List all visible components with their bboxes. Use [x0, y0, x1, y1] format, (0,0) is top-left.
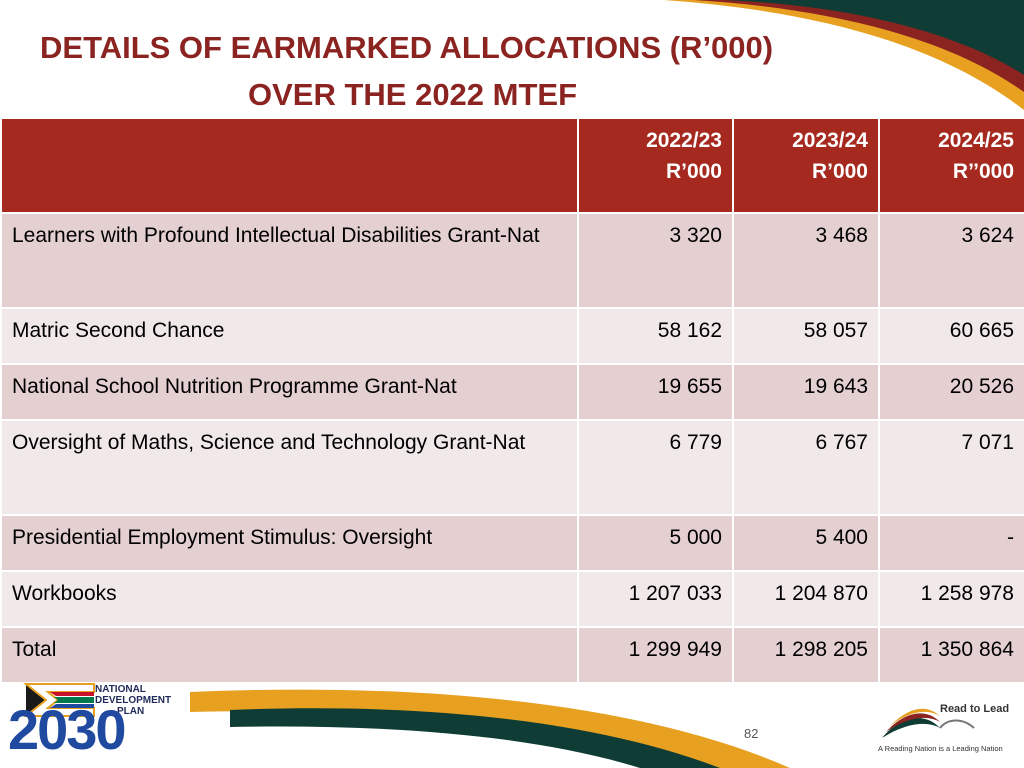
header-unit: R’000 — [811, 160, 868, 183]
header-unit: R’’000 — [952, 160, 1014, 183]
allocations-table: 2022/23 R’000 2023/24 R’000 2024/25 R’’0… — [0, 117, 1024, 684]
table-row: Oversight of Maths, Science and Technolo… — [0, 419, 1024, 516]
value-2024-25: - — [878, 514, 1024, 572]
value-2023-24: 1 204 870 — [732, 570, 880, 628]
value-2023-24: 19 643 — [732, 363, 880, 421]
value-2023-24: 1 298 205 — [732, 626, 880, 684]
value-2022-23: 5 000 — [577, 514, 734, 572]
header-unit: R’000 — [665, 160, 722, 183]
ndp-wordmark: NATIONAL DEVELOPMENT PLAN — [95, 684, 171, 717]
row-label: Matric Second Chance — [0, 307, 579, 365]
read-to-lead-tagline: A Reading Nation is a Leading Nation — [878, 744, 1003, 753]
read-to-lead-book-icon — [882, 708, 975, 738]
value-2022-23: 3 320 — [577, 212, 734, 309]
row-label: Oversight of Maths, Science and Technolo… — [0, 419, 579, 516]
value-2024-25: 3 624 — [878, 212, 1024, 309]
row-label: Presidential Employment Stimulus: Oversi… — [0, 514, 579, 572]
row-label: Workbooks — [0, 570, 579, 628]
value-2022-23: 19 655 — [577, 363, 734, 421]
table-row: Presidential Employment Stimulus: Oversi… — [0, 514, 1024, 572]
bottom-swoosh-decoration — [190, 689, 790, 768]
value-2024-25: 60 665 — [878, 307, 1024, 365]
value-2022-23: 1 207 033 — [577, 570, 734, 628]
header-year: 2023/24 — [792, 129, 868, 152]
value-2024-25: 1 258 978 — [878, 570, 1024, 628]
row-label: National School Nutrition Programme Gran… — [0, 363, 579, 421]
header-label-cell — [0, 117, 579, 214]
slide-title-line2: OVER THE 2022 MTEF — [248, 77, 578, 112]
ndp-line1: NATIONAL — [95, 684, 146, 695]
table-row-total: Total 1 299 949 1 298 205 1 350 864 — [0, 626, 1024, 684]
row-label: Total — [0, 626, 579, 684]
read-to-lead-title: Read to Lead — [940, 703, 1010, 715]
value-2022-23: 58 162 — [577, 307, 734, 365]
table-row: National School Nutrition Programme Gran… — [0, 363, 1024, 421]
table-row: Learners with Profound Intellectual Disa… — [0, 212, 1024, 309]
table-row: Workbooks 1 207 033 1 204 870 1 258 978 — [0, 570, 1024, 628]
value-2023-24: 6 767 — [732, 419, 880, 516]
value-2024-25: 7 071 — [878, 419, 1024, 516]
table-header-row: 2022/23 R’000 2023/24 R’000 2024/25 R’’0… — [0, 117, 1024, 214]
value-2024-25: 20 526 — [878, 363, 1024, 421]
header-year: 2022/23 — [646, 129, 722, 152]
page-number: 82 — [744, 726, 759, 741]
header-year: 2024/25 — [938, 129, 1014, 152]
header-2024-25: 2024/25 R’’000 — [878, 117, 1024, 214]
top-right-decoration — [664, 0, 1024, 110]
row-label: Learners with Profound Intellectual Disa… — [0, 212, 579, 309]
value-2023-24: 58 057 — [732, 307, 880, 365]
slide-title-line1: DETAILS OF EARMARKED ALLOCATIONS (R’000) — [40, 30, 774, 65]
header-2022-23: 2022/23 R’000 — [577, 117, 734, 214]
ndp-line2: DEVELOPMENT — [95, 695, 172, 706]
ndp-flag-icon — [23, 683, 95, 717]
value-2022-23: 1 299 949 — [577, 626, 734, 684]
value-2023-24: 5 400 — [732, 514, 880, 572]
slide-title: DETAILS OF EARMARKED ALLOCATIONS (R’000)… — [0, 24, 850, 118]
ndp-year: 2030 — [8, 698, 127, 761]
value-2024-25: 1 350 864 — [878, 626, 1024, 684]
header-2023-24: 2023/24 R’000 — [732, 117, 880, 214]
ndp-line3: PLAN — [117, 706, 145, 717]
value-2022-23: 6 779 — [577, 419, 734, 516]
value-2023-24: 3 468 — [732, 212, 880, 309]
table-row: Matric Second Chance 58 162 58 057 60 66… — [0, 307, 1024, 365]
